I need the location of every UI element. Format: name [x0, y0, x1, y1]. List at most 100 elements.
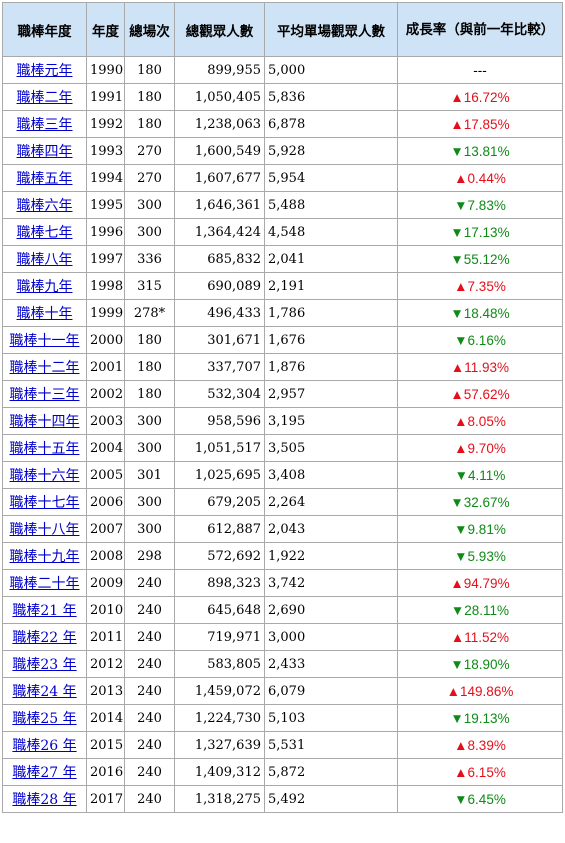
league-year-cell: 職棒十三年 [2, 380, 87, 408]
growth-rate-value: 94.79% [463, 575, 510, 591]
growth-rate-cell: ▼7.83% [397, 191, 563, 219]
down-triangle-icon: ▼ [454, 521, 468, 537]
table-row: 職棒十八年 2007 300 612,887 2,043 ▼9.81% [2, 515, 563, 543]
league-year-link[interactable]: 職棒九年 [16, 279, 73, 295]
up-triangle-icon: ▲ [450, 629, 465, 645]
league-year-link[interactable]: 職棒十七年 [9, 495, 80, 511]
league-year-link[interactable]: 職棒25 年 [12, 711, 77, 727]
average-attendance-cell: 6,079 [264, 677, 398, 705]
table-row: 職棒23 年 2012 240 583,805 2,433 ▼18.90% [2, 650, 563, 678]
league-year-link[interactable]: 職棒22 年 [12, 630, 77, 646]
league-year-link[interactable]: 職棒26 年 [12, 738, 77, 754]
league-year-cell: 職棒22 年 [2, 623, 87, 651]
up-triangle-icon: ▲ [450, 386, 464, 402]
league-year-link[interactable]: 職棒二十年 [9, 576, 80, 592]
league-year-link[interactable]: 職棒十一年 [9, 333, 80, 349]
league-year-cell: 職棒十一年 [2, 326, 87, 354]
table-row: 職棒十三年 2002 180 532,304 2,957 ▲57.62% [2, 380, 563, 408]
average-attendance-cell: 6,878 [264, 110, 398, 138]
average-attendance-cell: 5,103 [264, 704, 398, 732]
league-year-cell: 職棒27 年 [2, 758, 87, 786]
average-attendance-cell: 3,742 [264, 569, 398, 597]
average-attendance-cell: 2,191 [264, 272, 398, 300]
growth-rate-cell: ▲16.72% [397, 83, 563, 111]
league-year-link[interactable]: 職棒23 年 [12, 657, 77, 673]
growth-rate-cell: ▲9.70% [397, 434, 563, 462]
average-attendance-cell: 5,928 [264, 137, 398, 165]
table-row: 職棒十二年 2001 180 337,707 1,876 ▲11.93% [2, 353, 563, 381]
average-attendance-cell: 5,872 [264, 758, 398, 786]
table-row: 職棒九年 1998 315 690,089 2,191 ▲7.35% [2, 272, 563, 300]
growth-rate-cell: ▼19.13% [397, 704, 563, 732]
growth-rate-cell: ▲8.05% [397, 407, 563, 435]
league-year-link[interactable]: 職棒27 年 [12, 765, 77, 781]
league-year-link[interactable]: 職棒元年 [16, 63, 73, 79]
year-cell: 1992 [86, 110, 125, 138]
average-attendance-cell: 5,000 [264, 56, 398, 84]
year-cell: 2016 [86, 758, 125, 786]
growth-rate-value: 6.45% [467, 791, 506, 807]
up-triangle-icon: ▲ [450, 359, 465, 375]
average-attendance-cell: 2,433 [264, 650, 398, 678]
growth-rate-value: 32.67% [463, 494, 510, 510]
growth-rate-cell: ▲11.52% [397, 623, 563, 651]
growth-rate-cell: ▼17.13% [397, 218, 563, 246]
growth-rate-cell: ▼55.12% [397, 245, 563, 273]
league-year-cell: 職棒四年 [2, 137, 87, 165]
up-triangle-icon: ▲ [450, 89, 464, 105]
year-cell: 2017 [86, 785, 125, 813]
league-year-cell: 職棒九年 [2, 272, 87, 300]
year-cell: 1996 [86, 218, 125, 246]
league-year-cell: 職棒八年 [2, 245, 87, 273]
games-cell: 240 [124, 785, 175, 813]
league-year-link[interactable]: 職棒七年 [16, 225, 73, 241]
league-year-link[interactable]: 職棒十三年 [9, 387, 80, 403]
down-triangle-icon: ▼ [450, 305, 464, 321]
growth-rate-cell: ▲8.39% [397, 731, 563, 759]
growth-rate-value: 19.13% [463, 710, 510, 726]
league-year-link[interactable]: 職棒28 年 [12, 792, 77, 808]
up-triangle-icon: ▲ [454, 764, 468, 780]
table-row: 職棒25 年 2014 240 1,224,730 5,103 ▼19.13% [2, 704, 563, 732]
league-year-link[interactable]: 職棒十九年 [9, 549, 80, 565]
average-attendance-cell: 3,000 [264, 623, 398, 651]
average-attendance-cell: 2,690 [264, 596, 398, 624]
league-year-link[interactable]: 職棒二年 [16, 90, 73, 106]
year-cell: 2009 [86, 569, 125, 597]
league-year-link[interactable]: 職棒十二年 [9, 360, 80, 376]
average-attendance-cell: 1,922 [264, 542, 398, 570]
games-cell: 240 [124, 677, 175, 705]
growth-rate-value: 17.13% [463, 224, 510, 240]
games-cell: 180 [124, 380, 175, 408]
league-year-link[interactable]: 職棒五年 [16, 171, 73, 187]
table-row: 職棒十年 1999 278* 496,433 1,786 ▼18.48% [2, 299, 563, 327]
header-year: 年度 [86, 2, 125, 57]
down-triangle-icon: ▼ [454, 548, 468, 564]
league-year-link[interactable]: 職棒八年 [16, 252, 73, 268]
league-year-cell: 職棒三年 [2, 110, 87, 138]
average-attendance-cell: 2,264 [264, 488, 398, 516]
year-cell: 2012 [86, 650, 125, 678]
league-year-link[interactable]: 職棒六年 [16, 198, 73, 214]
year-cell: 1998 [86, 272, 125, 300]
table-row: 職棒21 年 2010 240 645,648 2,690 ▼28.11% [2, 596, 563, 624]
year-cell: 2006 [86, 488, 125, 516]
league-year-link[interactable]: 職棒四年 [16, 144, 73, 160]
league-year-link[interactable]: 職棒十六年 [9, 468, 80, 484]
year-cell: 1990 [86, 56, 125, 84]
league-year-link[interactable]: 職棒三年 [16, 117, 73, 133]
growth-rate-cell: ▼6.16% [397, 326, 563, 354]
year-cell: 2013 [86, 677, 125, 705]
growth-rate-cell: ▼4.11% [397, 461, 563, 489]
header-growth-rate: 成長率（與前一年比較） [397, 2, 563, 57]
league-year-link[interactable]: 職棒21 年 [12, 603, 77, 619]
table-row: 職棒十七年 2006 300 679,205 2,264 ▼32.67% [2, 488, 563, 516]
league-year-link[interactable]: 職棒十五年 [9, 441, 80, 457]
league-year-link[interactable]: 職棒24 年 [12, 684, 77, 700]
league-year-link[interactable]: 職棒十八年 [9, 522, 80, 538]
games-cell: 240 [124, 758, 175, 786]
league-year-link[interactable]: 職棒十年 [16, 306, 73, 322]
league-year-link[interactable]: 職棒十四年 [9, 414, 80, 430]
league-year-cell: 職棒十九年 [2, 542, 87, 570]
growth-rate-value: 5.93% [467, 548, 506, 564]
